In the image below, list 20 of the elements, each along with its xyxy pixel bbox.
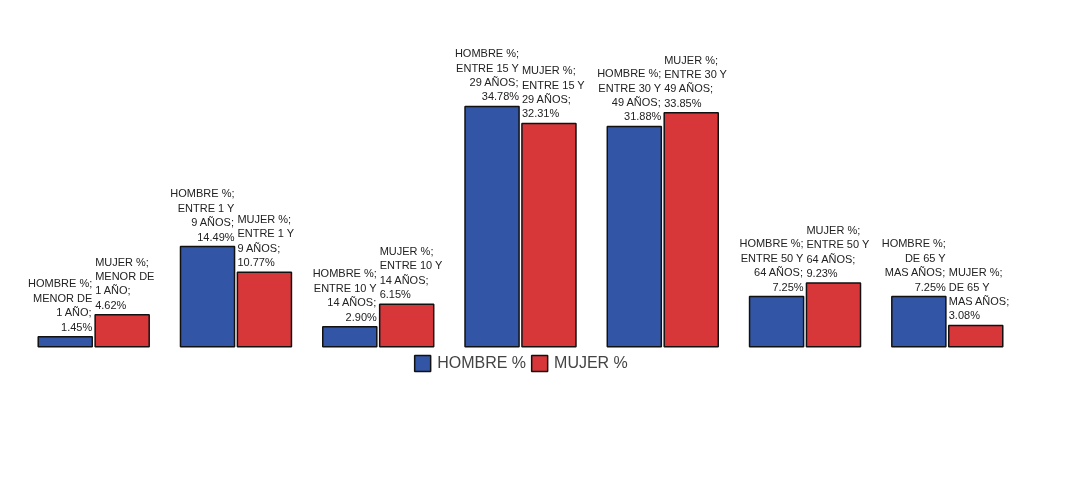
data-label: HOMBRE %; ENTRE 1 Y 9 AÑOS; 14.49% xyxy=(170,187,236,243)
data-label: MUJER %; ENTRE 10 Y 14 AÑOS; 6.15% xyxy=(379,244,444,301)
data-label: HOMBRE %; ENTRE 50 Y 64 AÑOS; 7.25% xyxy=(739,237,805,293)
data-label: MUJER %; MENOR DE 1 AÑO; 4.62% xyxy=(95,255,155,311)
data-label: MUJER %; ENTRE 15 Y 29 AÑOS; 32.31% xyxy=(521,64,586,120)
data-label: MUJER %; DE 65 Y MAS AÑOS; 3.08% xyxy=(948,266,1010,322)
bar xyxy=(236,271,293,348)
data-label: MUJER %; ENTRE 30 Y 49 AÑOS; 33.85% xyxy=(664,53,728,109)
bar xyxy=(805,282,862,348)
data-label: HOMBRE %; ENTRE 15 Y 29 AÑOS; 34.78% xyxy=(454,47,520,103)
data-label: HOMBRE %; ENTRE 30 Y 49 AÑOS; 31.88% xyxy=(597,67,662,123)
data-label: MUJER %; ENTRE 1 Y 9 AÑOS; 10.77% xyxy=(237,213,295,269)
data-label: HOMBRE %; DE 65 Y MAS AÑOS; 7.25% xyxy=(881,237,947,293)
bar xyxy=(748,295,805,348)
data-label: MUJER %; ENTRE 50 Y 64 AÑOS; 9.23% xyxy=(806,223,870,279)
legend-label: MUJER % xyxy=(554,354,628,372)
data-label: HOMBRE %; MENOR DE 1 AÑO; 1.45% xyxy=(28,277,93,333)
bar xyxy=(179,245,236,348)
data-label: HOMBRE %; ENTRE 10 Y 14 AÑOS; 2.90% xyxy=(312,267,378,323)
legend-label: HOMBRE % xyxy=(437,354,527,372)
